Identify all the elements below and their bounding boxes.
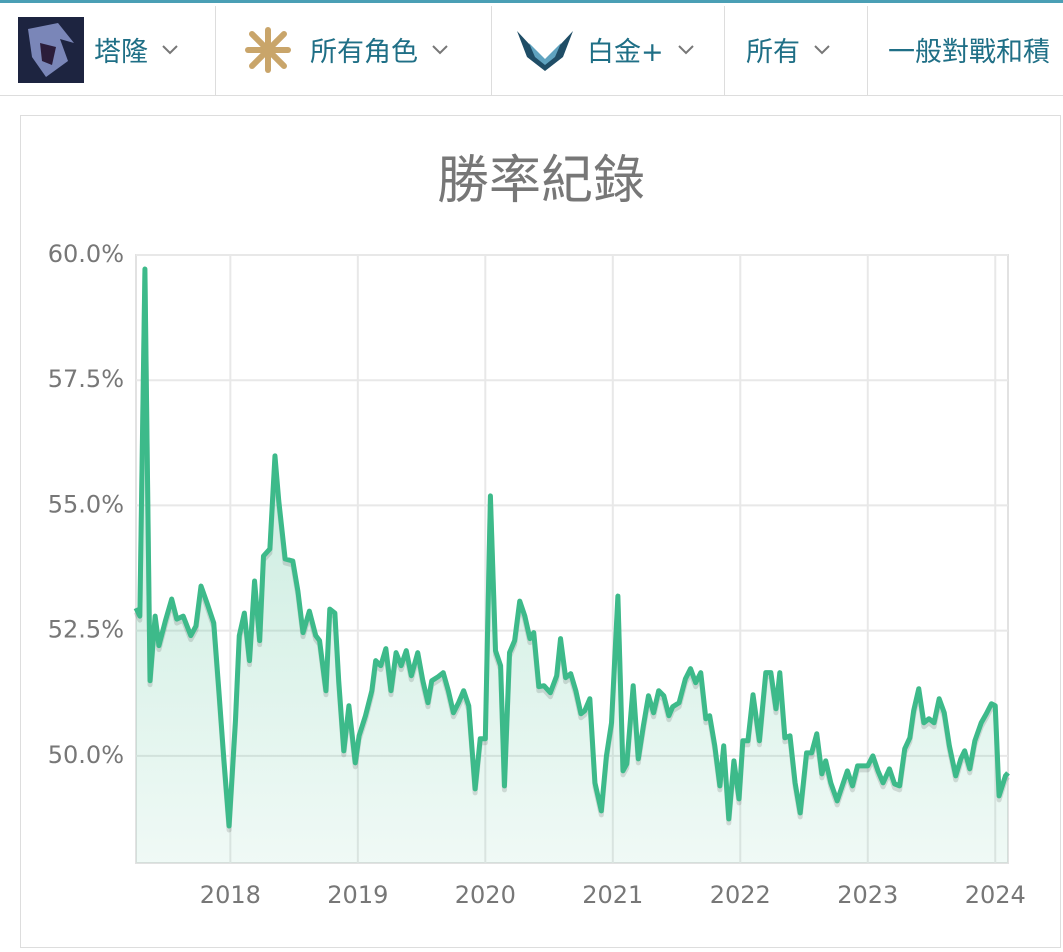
filter-label: 一般對戰和積 [888, 37, 1050, 68]
filter-label: 所有角色 [310, 37, 418, 68]
champion-icon [18, 16, 84, 83]
rank-icon [517, 30, 573, 71]
queue-filter[interactable]: 一般對戰和積 [888, 3, 1050, 96]
x-tick-label: 2022 [710, 881, 771, 909]
x-tick-label: 2023 [837, 881, 898, 909]
area-fill [136, 269, 1008, 863]
separator [867, 6, 868, 96]
region-filter[interactable]: 所有 [746, 3, 830, 96]
filter-label: 所有 [746, 37, 800, 68]
y-tick-label: 57.5% [48, 365, 124, 393]
filter-label: 白金+ [587, 37, 664, 68]
y-tick-label: 52.5% [48, 616, 124, 644]
rank-filter[interactable]: 白金+ [515, 3, 694, 96]
win-rate-line [133, 266, 1010, 829]
chart-card: 勝率紀錄 50.0% 52.5% 55.0% 57.5% 60.0% 2018 2019 20… [20, 115, 1061, 948]
filter-label: 塔隆 [94, 37, 148, 68]
x-tick-label: 2019 [327, 881, 388, 909]
separator [215, 6, 216, 96]
chart-title: 勝率紀錄 [437, 151, 645, 211]
separator [491, 6, 492, 96]
y-tick-label: 60.0% [48, 240, 124, 268]
chart: 勝率紀錄 50.0% 52.5% 55.0% 57.5% 60.0% 2018 2019 20… [48, 151, 1026, 909]
x-tick-label: 2021 [582, 881, 643, 909]
role-filter[interactable]: 所有角色 [240, 3, 448, 96]
role-icon [245, 26, 291, 73]
chevron [814, 44, 830, 54]
x-tick-label: 2018 [200, 881, 261, 909]
y-tick-label: 50.0% [48, 741, 124, 769]
y-tick-label: 55.0% [48, 490, 124, 518]
x-tick-label: 2020 [455, 881, 516, 909]
chevron [677, 44, 694, 54]
champion-filter[interactable]: 塔隆 [18, 3, 178, 96]
filter-bar: 塔隆 所有角色 白金+ 所有 一般對戰和積 [0, 0, 1063, 96]
chevron [432, 44, 448, 54]
x-tick-label: 2024 [965, 881, 1026, 909]
chevron [162, 44, 178, 54]
separator [724, 6, 725, 96]
